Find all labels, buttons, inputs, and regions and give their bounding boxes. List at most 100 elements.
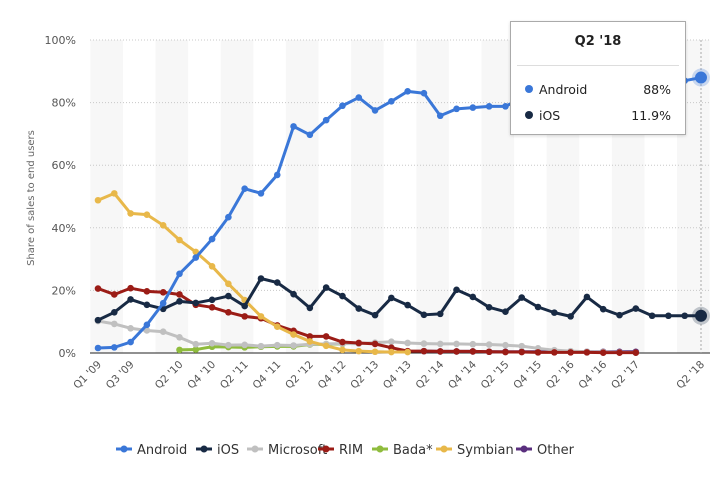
data-point: [551, 309, 558, 316]
data-point: [127, 284, 134, 292]
data-point: [388, 338, 395, 346]
x-axis-ticks: Q1 '09 Q3 '09 Q2 '10 Q4 '10 Q2 '11 Q4 '11 Q2 '…: [71, 358, 707, 391]
legend-item: RIM: [318, 443, 363, 458]
legend-label: Microsoft: [268, 443, 327, 458]
y-axis-label: Share of sales to end users: [26, 130, 37, 266]
data-point: [388, 348, 395, 356]
data-point: [127, 210, 134, 217]
data-point: [192, 299, 200, 307]
data-point: [632, 305, 640, 312]
legend-label: Other: [537, 443, 575, 458]
data-point: [110, 344, 118, 351]
legend-marker-icon: [120, 445, 128, 453]
data-point: [599, 305, 607, 313]
data-point: [208, 296, 216, 304]
x-tick-label: Q4 '15: [511, 359, 544, 392]
legend-label: RIM: [339, 443, 363, 458]
data-point: [257, 342, 265, 350]
data-point: [534, 303, 542, 311]
legend-marker-icon: [322, 445, 330, 453]
data-point: [632, 349, 640, 356]
data-point: [306, 333, 314, 340]
legend-item: iOS: [196, 443, 239, 458]
data-point: [665, 312, 672, 320]
data-point: [159, 328, 167, 336]
y-tick-label: 80%: [52, 97, 76, 110]
data-point: [143, 211, 151, 218]
x-tick-label: Q2 '14: [413, 358, 446, 391]
data-point: [502, 348, 509, 356]
data-point: [322, 333, 330, 340]
data-point: [322, 284, 330, 291]
data-point: [176, 334, 183, 341]
data-point: [192, 340, 200, 348]
data-point: [192, 254, 200, 261]
data-point: [436, 340, 444, 348]
data-point: [469, 293, 477, 301]
data-point: [306, 304, 314, 312]
data-point: [436, 348, 444, 355]
data-point: [94, 344, 102, 352]
tooltip-row-ios: iOS 11.9%: [511, 102, 685, 128]
x-tick-label: Q2 '15: [479, 359, 512, 392]
data-point: [208, 339, 216, 347]
data-point: [143, 301, 151, 309]
data-point: [143, 288, 151, 295]
data-point: [339, 346, 346, 354]
x-tick-label: Q2 '10: [153, 359, 186, 392]
data-point: [110, 320, 118, 328]
data-point: [322, 342, 330, 350]
data-point: [453, 286, 460, 294]
data-point: [371, 340, 379, 348]
data-point: [208, 304, 216, 311]
android-dot-icon: [525, 85, 533, 93]
data-point: [404, 301, 411, 309]
data-point: [241, 185, 248, 192]
tooltip-value: 88%: [643, 81, 671, 97]
data-point: [371, 107, 379, 114]
data-point: [371, 348, 379, 356]
data-point: [110, 291, 118, 298]
data-point: [127, 324, 134, 332]
legend-marker-icon: [200, 445, 208, 453]
x-tick-label: Q1 '09: [71, 359, 104, 392]
data-point: [225, 309, 232, 316]
data-point: [290, 331, 297, 338]
data-point: [225, 292, 232, 300]
tooltip-label: iOS: [539, 107, 561, 123]
tooltip-value: 11.9%: [631, 107, 671, 123]
x-tick-label: Q2 '17: [609, 359, 642, 392]
data-point: [127, 296, 134, 303]
data-point: [616, 311, 623, 319]
legend-marker-icon: [440, 445, 448, 453]
data-point: [306, 338, 314, 345]
legend-item: Android: [116, 443, 187, 458]
data-point: [502, 103, 509, 110]
x-tick-label: Q2 '11: [218, 359, 251, 392]
data-point: [110, 190, 118, 197]
data-point: [176, 291, 183, 298]
data-point: [436, 310, 444, 318]
data-point: [388, 98, 395, 105]
data-point: [420, 89, 428, 97]
column-band: [481, 40, 515, 353]
data-point: [127, 338, 134, 346]
data-point: [306, 131, 314, 139]
legend-item: Other: [516, 443, 575, 458]
data-point: [143, 327, 151, 334]
data-point: [339, 102, 346, 110]
data-point: [94, 316, 102, 324]
ios-dot-icon: [525, 111, 533, 119]
data-point: [404, 88, 411, 95]
data-point: [453, 340, 460, 348]
data-point: [273, 323, 281, 331]
data-point: [159, 288, 167, 296]
column-band: [220, 40, 254, 353]
data-point: [257, 275, 265, 282]
data-point: [241, 341, 248, 349]
x-tick-label: Q4 '12: [316, 359, 349, 392]
data-point: [453, 348, 460, 355]
data-point: [518, 342, 526, 350]
series-line: [97, 286, 636, 355]
